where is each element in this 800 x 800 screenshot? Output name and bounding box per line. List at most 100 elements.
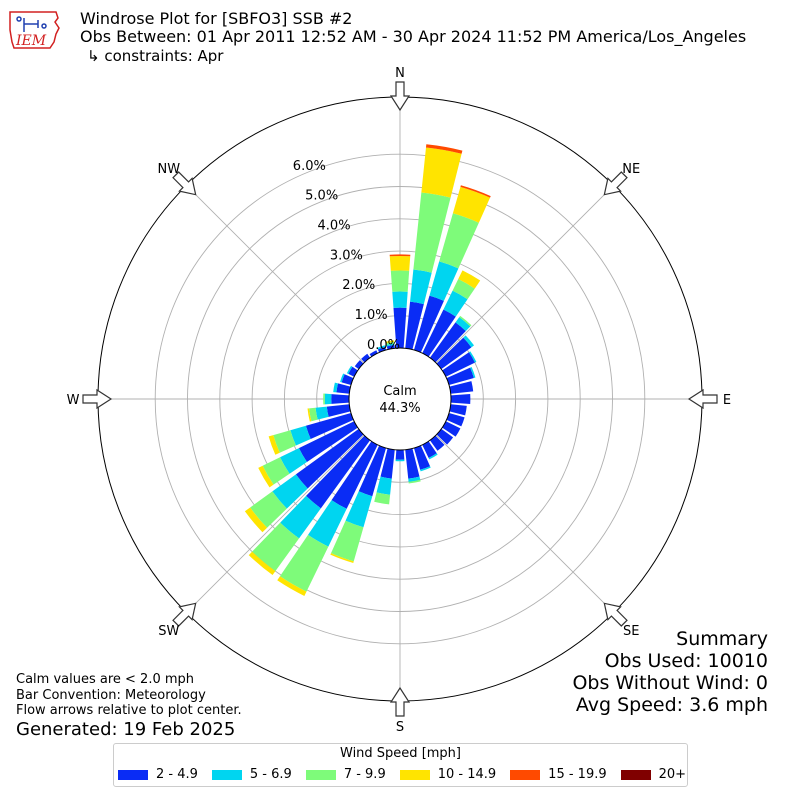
wind-bar-segment bbox=[273, 430, 296, 453]
wind-bar-segment bbox=[361, 353, 371, 363]
compass-label: E bbox=[723, 393, 731, 408]
compass-arrow-icon bbox=[172, 602, 197, 627]
wind-bar-segment bbox=[307, 408, 312, 422]
wind-bar-segment bbox=[452, 279, 475, 300]
wind-bar-segment bbox=[277, 576, 307, 596]
wind-bar-segment bbox=[428, 453, 438, 460]
wind-bar-segment bbox=[405, 448, 420, 479]
wind-bar-segment bbox=[340, 373, 345, 383]
legend-label: 20+ bbox=[658, 767, 687, 782]
wind-bar-segment bbox=[390, 270, 410, 292]
wind-bar-segment bbox=[436, 428, 454, 445]
wind-bar-segment bbox=[306, 435, 371, 509]
wind-bar-segment bbox=[413, 192, 451, 273]
wind-bar-segment bbox=[389, 254, 411, 257]
wind-bar-segment bbox=[336, 383, 351, 394]
wind-bar-segment bbox=[422, 309, 456, 357]
compass-label: SW bbox=[158, 624, 179, 639]
wind-bar-segment bbox=[369, 350, 378, 357]
avg-speed: Avg Speed: 3.6 mph bbox=[575, 694, 768, 716]
wind-bar-segment bbox=[468, 351, 477, 363]
wind-speed-legend: Wind Speed [mph] 2 - 4.9 5 - 6.9 7 - 9.9 10… bbox=[113, 743, 688, 787]
obs-used: Obs Used: 10010 bbox=[604, 650, 768, 672]
wind-bar-segment bbox=[420, 466, 431, 472]
grid-spoke bbox=[186, 434, 365, 613]
legend-swatch bbox=[211, 769, 242, 780]
wind-bar-segment bbox=[458, 270, 481, 289]
legend-swatch bbox=[305, 769, 336, 780]
wind-bar-segment bbox=[330, 553, 354, 563]
wind-bar-segment bbox=[429, 322, 466, 363]
weather-station-icon bbox=[16, 16, 47, 32]
wind-bar-segment bbox=[408, 479, 421, 484]
calm-percent: 44.3% bbox=[379, 401, 420, 416]
wind-bar-segment bbox=[326, 404, 351, 417]
wind-bar-segment bbox=[323, 393, 325, 405]
wind-bar-segment bbox=[358, 445, 387, 497]
wind-bar-segment bbox=[455, 317, 471, 332]
wind-bar-segment bbox=[376, 476, 392, 495]
compass-arrow-icon bbox=[172, 171, 197, 196]
compass-arrow-icon bbox=[389, 81, 411, 112]
wind-bar-segment bbox=[442, 352, 475, 377]
compass-label: SE bbox=[623, 624, 639, 639]
wind-bar-segment bbox=[331, 394, 350, 404]
compass-label: NE bbox=[622, 162, 640, 177]
flow-arrows-note: Flow arrows relative to plot center. bbox=[16, 703, 242, 718]
compass-label: S bbox=[396, 720, 404, 735]
wind-bar-segment bbox=[272, 474, 308, 509]
wind-bar-segment bbox=[446, 367, 474, 386]
radial-tick-label: 5.0% bbox=[305, 189, 338, 204]
compass-arrow-icon bbox=[603, 171, 628, 196]
legend-item: 2 - 4.9 bbox=[118, 767, 198, 782]
wind-bar-segment bbox=[389, 255, 411, 271]
wind-bar-segment bbox=[459, 315, 472, 327]
wind-bar-segment bbox=[248, 551, 276, 576]
radial-tick-label: 1.0% bbox=[355, 308, 388, 323]
bar-convention-note: Bar Convention: Meteorology bbox=[16, 687, 206, 703]
wind-bar-segment bbox=[324, 393, 332, 405]
constraints-label: ↳ constraints: Apr bbox=[87, 47, 224, 65]
grid-spoke bbox=[435, 434, 614, 613]
wind-bar-segment bbox=[436, 337, 472, 370]
compass-arrow-icon bbox=[603, 602, 628, 627]
generated-date: Generated: 19 Feb 2025 bbox=[16, 719, 236, 740]
wind-bar-segment bbox=[333, 382, 339, 393]
wind-bar-segment bbox=[386, 343, 395, 347]
wind-bar-segment bbox=[258, 465, 274, 488]
wind-bar-segment bbox=[429, 261, 459, 301]
legend-items: 2 - 4.9 5 - 6.9 7 - 9.9 10 - 14.9 15 - 19.9 2… bbox=[118, 767, 700, 782]
radial-tick-label: 2.0% bbox=[342, 278, 375, 293]
wind-bar-segment bbox=[429, 435, 445, 451]
wind-bar-segment bbox=[449, 381, 474, 394]
wind-bar-segment bbox=[449, 404, 467, 416]
legend-label: 10 - 14.9 bbox=[437, 767, 497, 782]
compass-label: W bbox=[67, 393, 80, 408]
legend-swatch bbox=[399, 769, 430, 780]
wind-bar-segment bbox=[252, 522, 300, 572]
legend-label: 7 - 9.9 bbox=[343, 767, 386, 782]
radial-tick-label: 6.0% bbox=[293, 159, 326, 174]
wind-bar-segment bbox=[395, 449, 405, 460]
calm-note: Calm values are < 2.0 mph bbox=[16, 672, 195, 687]
wind-bar-segment bbox=[341, 374, 354, 386]
wind-bar-segment bbox=[380, 448, 395, 479]
wind-bar-segment bbox=[386, 341, 395, 345]
wind-bar-segment bbox=[377, 346, 387, 353]
wind-bar-segment bbox=[354, 360, 364, 370]
legend-item: 7 - 9.9 bbox=[305, 767, 386, 782]
compass-label: N bbox=[395, 66, 405, 81]
wind-bar-segment bbox=[280, 448, 307, 474]
wind-bar-segment bbox=[442, 421, 461, 437]
iowa-outline bbox=[9, 11, 60, 49]
wind-bar-segment bbox=[262, 457, 290, 485]
legend-item: 15 - 19.9 bbox=[510, 767, 607, 782]
legend-label: 15 - 19.9 bbox=[548, 767, 607, 782]
notes-panel: Calm values are < 2.0 mph Bar Convention… bbox=[16, 672, 242, 719]
wind-bar-segment bbox=[405, 301, 424, 350]
wind-bar-segment bbox=[268, 435, 280, 455]
wind-bar-segment bbox=[452, 186, 491, 223]
legend-item: 10 - 14.9 bbox=[399, 767, 497, 782]
page-title: Windrose Plot for [SBFO3] SSB #2 bbox=[80, 9, 353, 28]
